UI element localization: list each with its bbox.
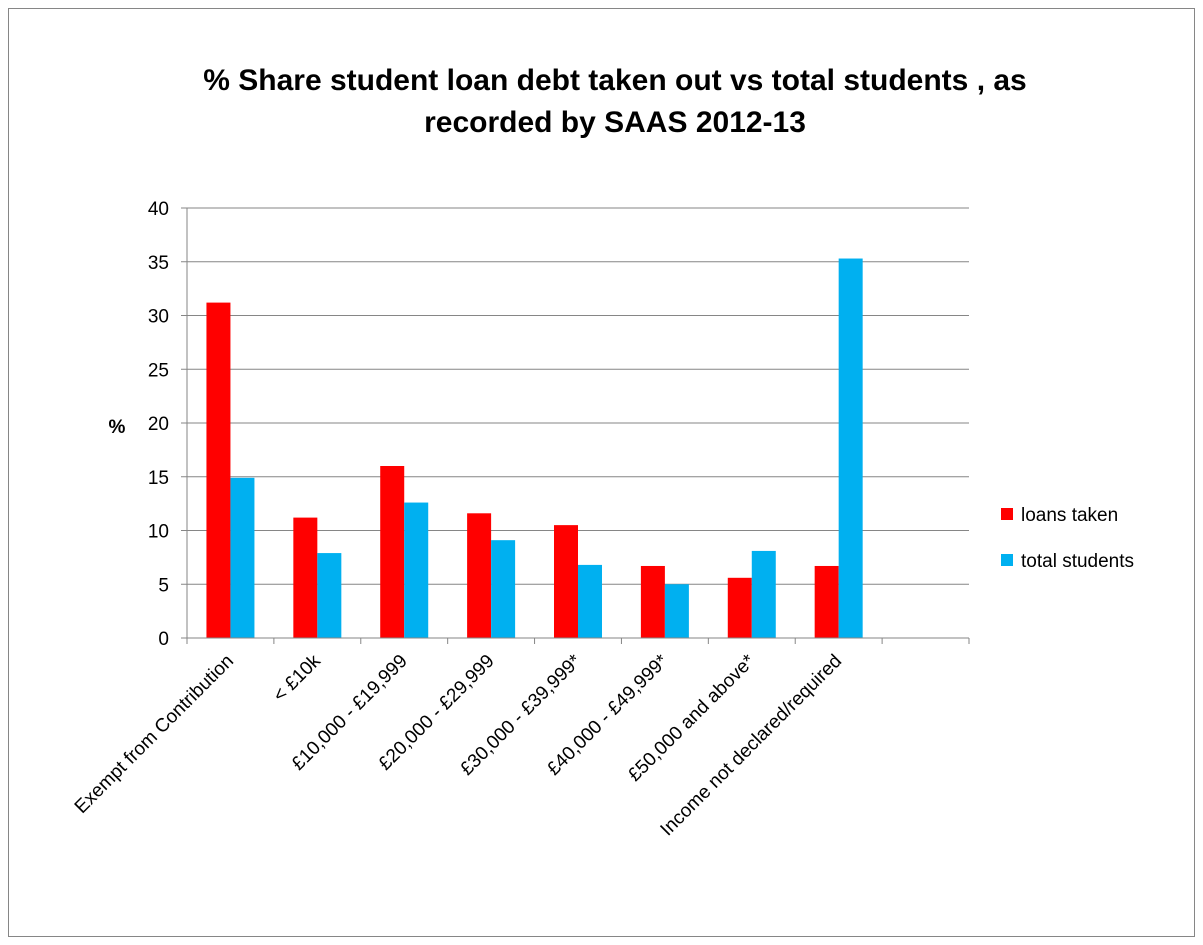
bar-total-students-0 bbox=[230, 477, 255, 638]
bar-total-students-2 bbox=[404, 502, 429, 638]
y-tick-label: 0 bbox=[158, 629, 169, 650]
y-tick-label: 10 bbox=[148, 522, 169, 543]
bar-loans-taken-0 bbox=[206, 302, 231, 638]
bar-total-students-5 bbox=[664, 584, 689, 638]
y-tick-label: 40 bbox=[148, 199, 169, 220]
chart-title-line-2: recorded by SAAS 2012-13 bbox=[424, 106, 806, 139]
chart-title-line-1: % Share student loan debt taken out vs t… bbox=[203, 64, 1026, 97]
bar-loans-taken-3 bbox=[467, 513, 492, 638]
bar-loans-taken-7 bbox=[814, 565, 839, 638]
y-tick-label: 20 bbox=[148, 414, 169, 435]
bar-total-students-6 bbox=[751, 550, 776, 638]
bar-loans-taken-4 bbox=[554, 525, 578, 638]
y-tick-label: 5 bbox=[158, 575, 169, 596]
y-tick-label: 25 bbox=[148, 360, 169, 381]
axes bbox=[186, 208, 970, 644]
x-tick-label: Exempt from Contribution bbox=[71, 651, 238, 818]
y-tick-label: 30 bbox=[148, 307, 169, 328]
bar-loans-taken-1 bbox=[293, 517, 318, 638]
y-tick-label: 35 bbox=[148, 253, 169, 274]
legend: loans taken total students bbox=[1001, 505, 1134, 572]
x-tick-label: Income not declared/required bbox=[657, 651, 847, 841]
bar-loans-taken-2 bbox=[380, 466, 405, 638]
bar-total-students-4 bbox=[578, 564, 602, 638]
bar-loans-taken-6 bbox=[727, 577, 752, 638]
y-axis-label: % bbox=[109, 417, 126, 438]
legend-label: total students bbox=[1021, 551, 1134, 572]
y-tick-label: 15 bbox=[148, 468, 169, 489]
y-tick-labels: 0 5 10 15 20 25 30 35 40 bbox=[148, 199, 169, 650]
bar-loans-taken-5 bbox=[640, 565, 665, 638]
legend-swatch bbox=[1001, 508, 1013, 520]
bar-total-students-7 bbox=[838, 258, 863, 638]
chart-frame: % Share student loan debt taken out vs t… bbox=[8, 8, 1195, 937]
bar-total-students-1 bbox=[317, 553, 342, 638]
legend-swatch bbox=[1001, 554, 1013, 566]
x-tick-labels: Exempt from Contribution < £10k£10,000 - … bbox=[71, 650, 846, 840]
chart-svg: % Share student loan debt taken out vs t… bbox=[71, 64, 1134, 840]
x-tick-label: < £10k bbox=[269, 650, 325, 706]
legend-label: loans taken bbox=[1021, 505, 1118, 526]
bars bbox=[206, 258, 863, 638]
bar-total-students-3 bbox=[491, 540, 516, 638]
